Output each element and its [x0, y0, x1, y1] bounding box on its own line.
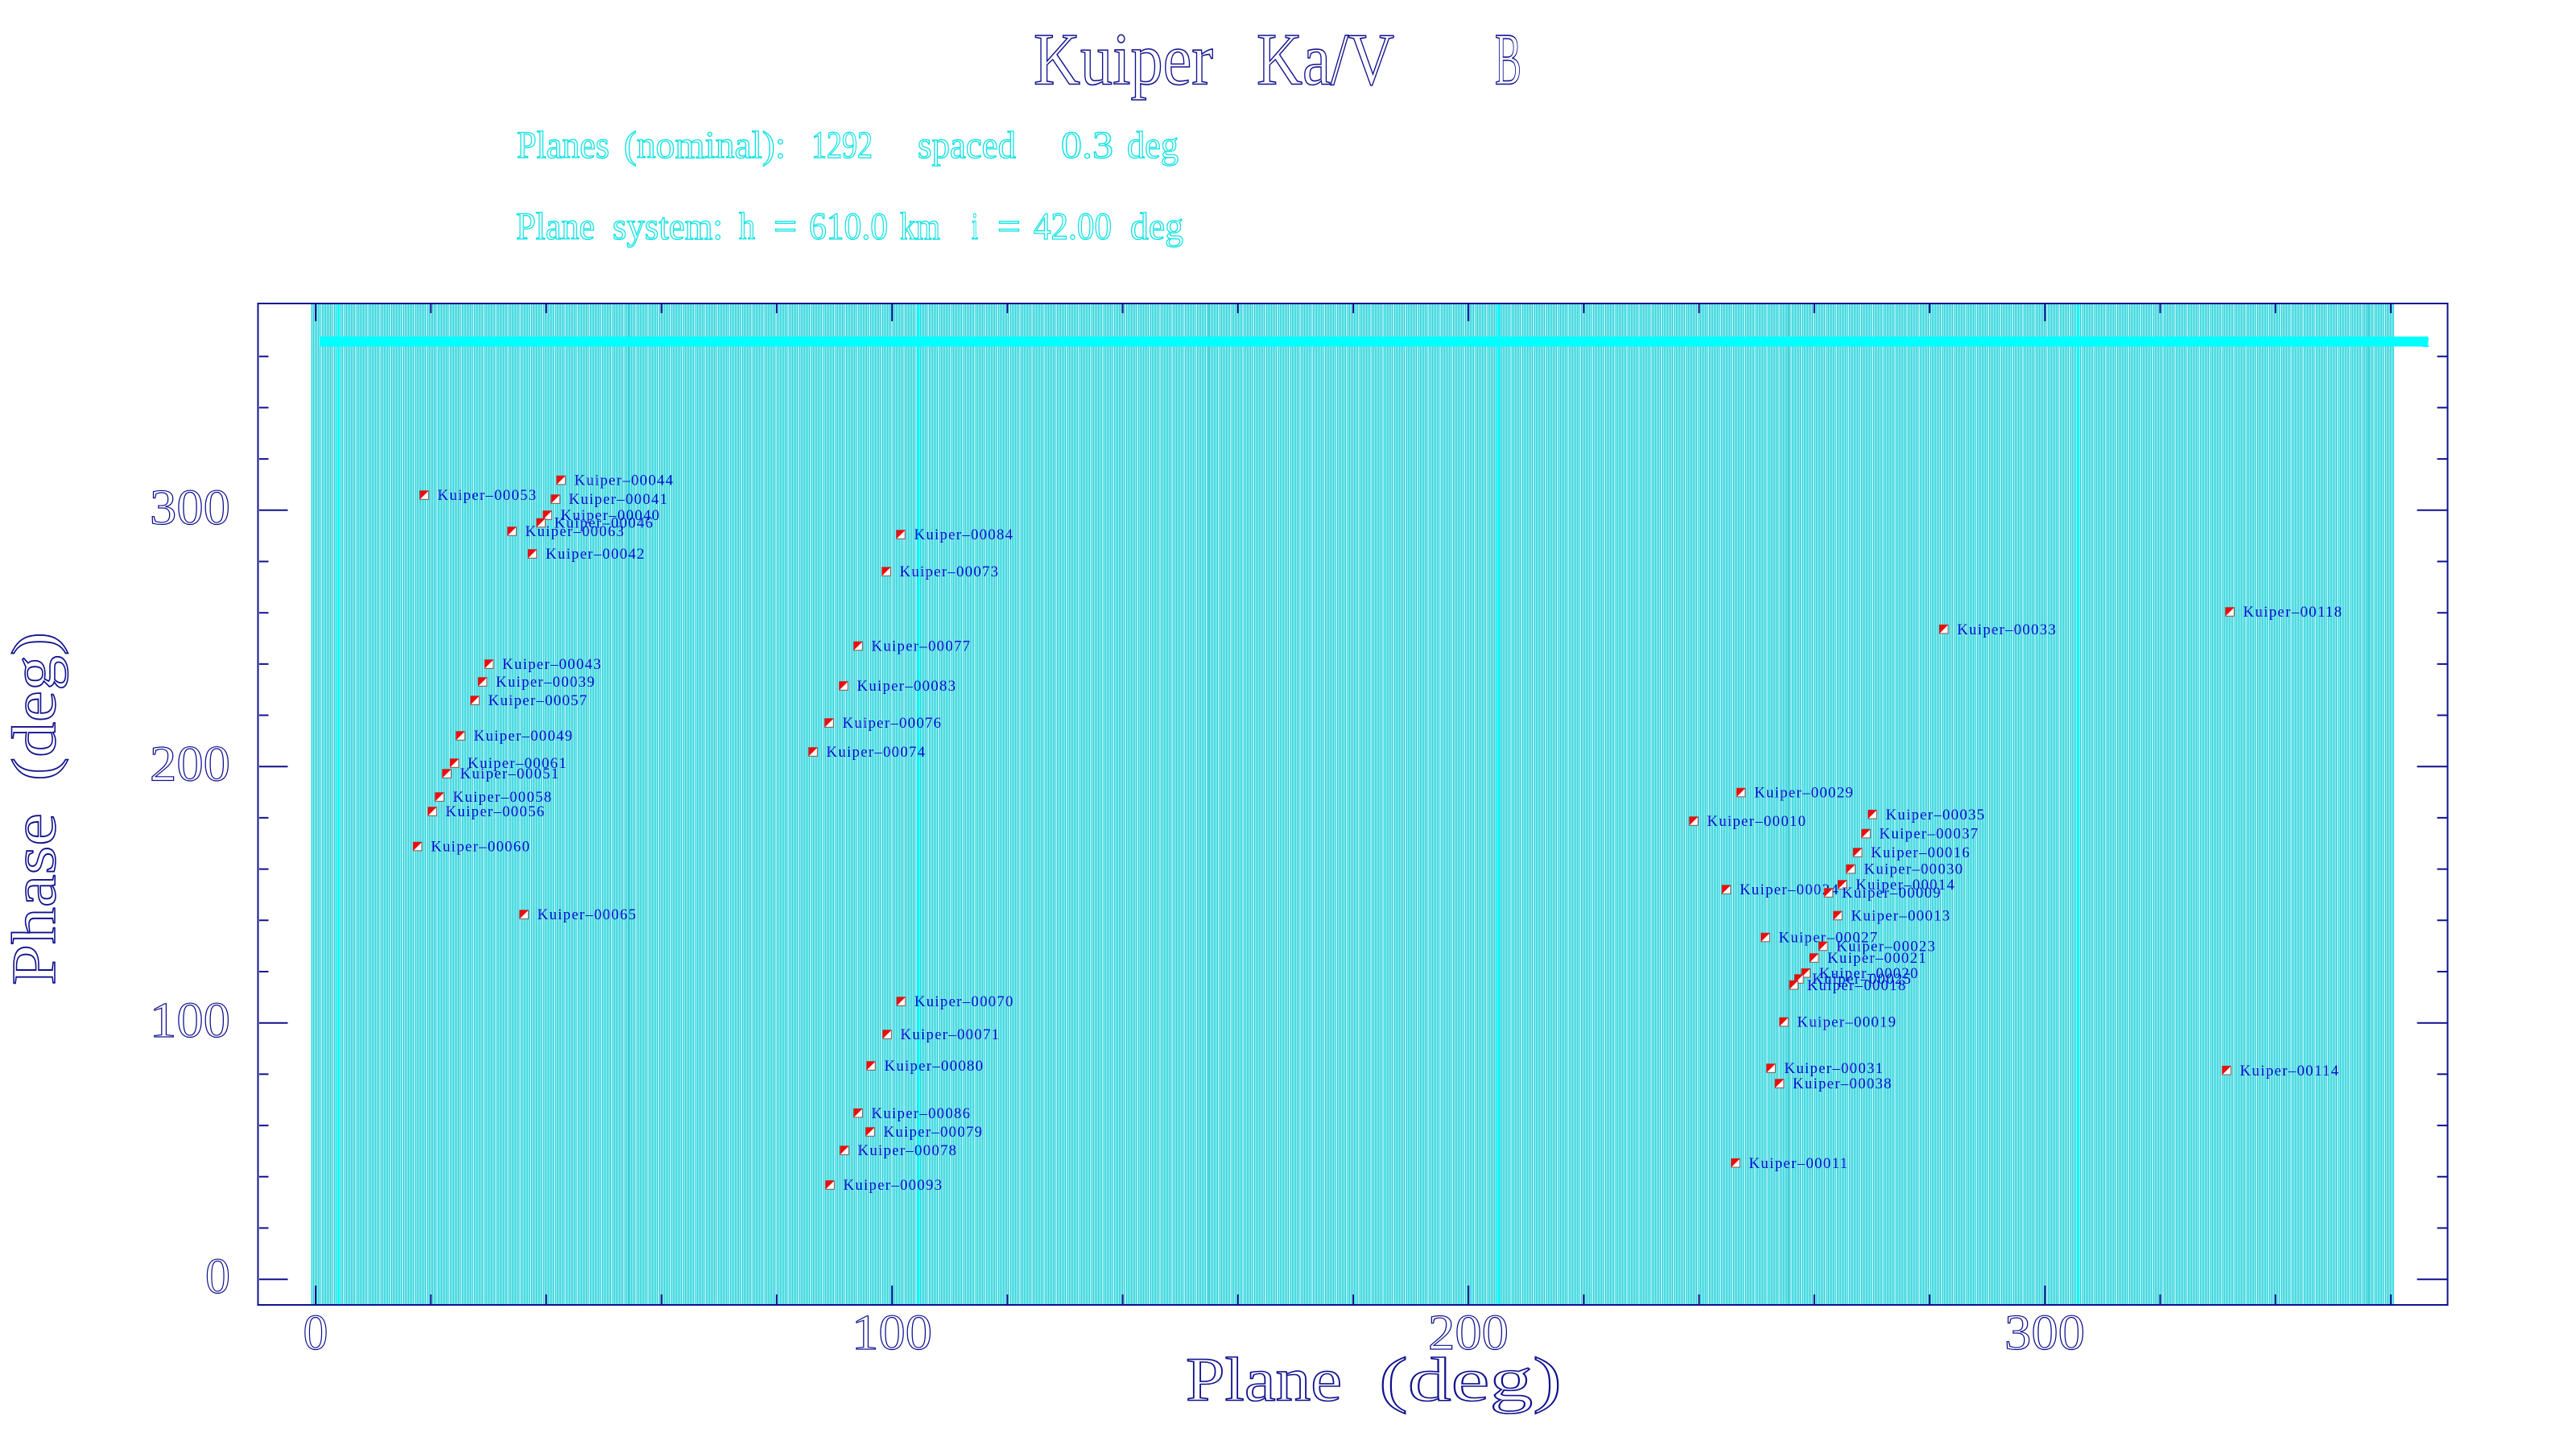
svg-text:Kuiper–00021: Kuiper–00021: [1827, 950, 1926, 967]
svg-text:0: 0: [205, 1249, 230, 1304]
svg-text:Kuiper–00043: Kuiper–00043: [502, 656, 601, 673]
svg-text:Kuiper–00029: Kuiper–00029: [1754, 785, 1853, 802]
svg-text:Kuiper–00061: Kuiper–00061: [468, 755, 567, 772]
svg-text:Kuiper–00019: Kuiper–00019: [1798, 1014, 1897, 1031]
svg-text:Kuiper–00118: Kuiper–00118: [2244, 604, 2343, 621]
svg-text:Kuiper–00057: Kuiper–00057: [489, 692, 588, 709]
svg-text:2: 2: [2422, 334, 2430, 351]
svg-text:Kuiper–00083: Kuiper–00083: [857, 678, 956, 695]
svg-text:Kuiper–00063: Kuiper–00063: [526, 523, 625, 540]
svg-text:Kuiper–00079: Kuiper–00079: [884, 1124, 983, 1141]
svg-text:Kuiper–00039: Kuiper–00039: [496, 674, 595, 691]
svg-text:Kuiper–00018: Kuiper–00018: [1807, 977, 1906, 994]
svg-text:Kuiper–00033: Kuiper–00033: [1957, 621, 2056, 638]
svg-text:Kuiper–00114: Kuiper–00114: [2240, 1063, 2339, 1080]
svg-text:Kuiper–00016: Kuiper–00016: [1871, 844, 1970, 861]
svg-text:Kuiper–00049: Kuiper–00049: [474, 728, 573, 745]
svg-text:Kuiper–00073: Kuiper–00073: [900, 564, 999, 580]
svg-text:Kuiper–00051: Kuiper–00051: [460, 766, 559, 782]
svg-text:Kuiper–00023: Kuiper–00023: [1836, 939, 1935, 956]
svg-text:Kuiper–00086: Kuiper–00086: [872, 1105, 971, 1122]
svg-text:300: 300: [2004, 1306, 2085, 1360]
svg-text:Kuiper–00080: Kuiper–00080: [885, 1058, 984, 1075]
svg-text:Kuiper–00037: Kuiper–00037: [1880, 826, 1979, 843]
svg-text:Kuiper–00038: Kuiper–00038: [1793, 1075, 1892, 1092]
svg-text:Kuiper–00009: Kuiper–00009: [1842, 885, 1941, 902]
svg-text:Kuiper–00084: Kuiper–00084: [914, 526, 1013, 543]
svg-text:300: 300: [150, 481, 230, 535]
svg-text:100: 100: [852, 1306, 932, 1360]
svg-text:Kuiper–00035: Kuiper–00035: [1886, 807, 1985, 824]
svg-text:Kuiper–00044: Kuiper–00044: [575, 473, 674, 489]
svg-text:Kuiper–00010: Kuiper–00010: [1707, 813, 1806, 830]
svg-text:Kuiper–00053: Kuiper–00053: [438, 487, 537, 504]
svg-text:200: 200: [150, 737, 230, 791]
svg-text:Kuiper–00031: Kuiper–00031: [1785, 1060, 1884, 1077]
svg-text:Kuiper–00030: Kuiper–00030: [1864, 861, 1963, 878]
svg-text:Kuiper–00076: Kuiper–00076: [843, 715, 942, 732]
svg-text:Kuiper–00027: Kuiper–00027: [1779, 930, 1878, 947]
svg-text:Plane(deg): Plane (deg): [1186, 1345, 1562, 1414]
svg-text:Kuiper–00065: Kuiper–00065: [538, 906, 637, 923]
svg-text:Kuiper–00041: Kuiper–00041: [569, 491, 668, 508]
svg-text:Kuiper–00060: Kuiper–00060: [431, 839, 530, 856]
svg-text:Kuiper–00020: Kuiper–00020: [1819, 965, 1918, 982]
svg-text:0: 0: [303, 1306, 328, 1360]
svg-text:Kuiper–00013: Kuiper–00013: [1852, 908, 1951, 925]
svg-text:Kuiper–00074: Kuiper–00074: [827, 744, 926, 761]
svg-text:Kuiper–00011: Kuiper–00011: [1749, 1155, 1848, 1172]
svg-text:100: 100: [150, 993, 230, 1048]
svg-text:Kuiper–00070: Kuiper–00070: [914, 993, 1013, 1010]
svg-text:Kuiper–00046: Kuiper–00046: [555, 515, 654, 532]
svg-text:Kuiper–00042: Kuiper–00042: [546, 546, 645, 563]
svg-text:Kuiper–00071: Kuiper–00071: [901, 1026, 1000, 1043]
svg-text:Kuiper–00078: Kuiper–00078: [858, 1142, 957, 1159]
svg-text:200: 200: [1428, 1306, 1509, 1360]
svg-text:Kuiper–00058: Kuiper–00058: [453, 789, 552, 806]
svg-text:Kuiper–00056: Kuiper–00056: [446, 803, 545, 820]
svg-text:Phase(deg): Phase(deg): [0, 632, 68, 985]
svg-text:Kuiper–00077: Kuiper–00077: [872, 638, 971, 655]
svg-text:Kuiper–00040: Kuiper–00040: [561, 507, 660, 524]
svg-text:Kuiper–00025: Kuiper–00025: [1812, 971, 1911, 988]
svg-text:Kuiper–00093: Kuiper–00093: [844, 1177, 943, 1194]
